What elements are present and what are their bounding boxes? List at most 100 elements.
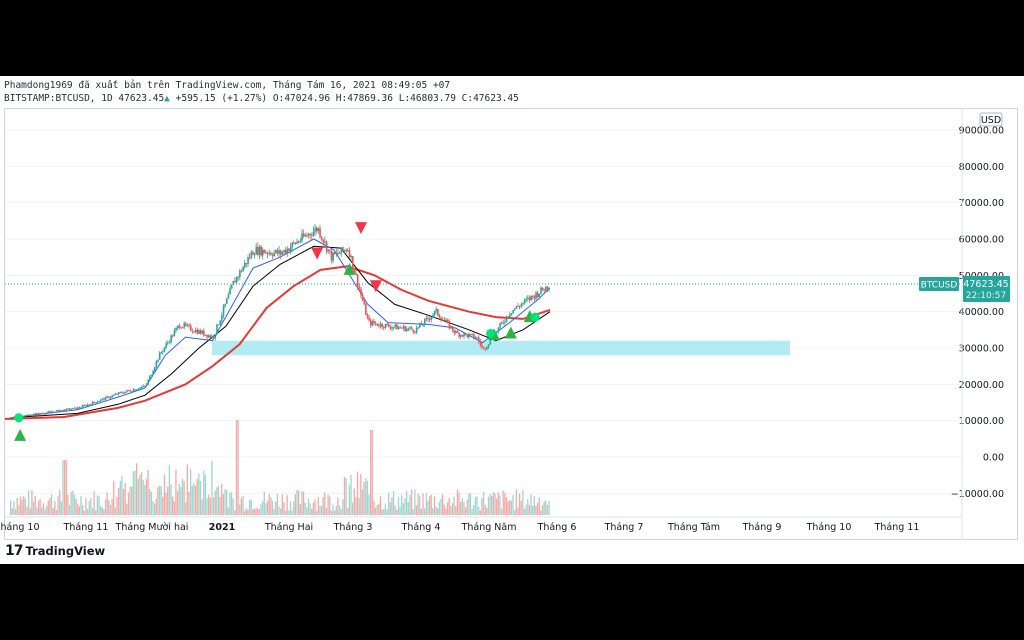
candle-body: [412, 329, 415, 332]
candle-body: [258, 246, 261, 255]
volume-bar: [70, 492, 72, 515]
volume-bar: [201, 499, 203, 515]
volume-bar: [540, 510, 542, 515]
candle-body: [270, 252, 272, 255]
volume-bar: [342, 499, 344, 515]
candle-body: [527, 297, 529, 300]
x-tick-label: Tháng 9: [742, 522, 782, 533]
volume-bar: [420, 508, 423, 515]
sell-signal-icon: [369, 280, 382, 293]
volume-bar: [445, 508, 447, 515]
candle-body: [82, 405, 84, 408]
volume-bar: [180, 487, 182, 515]
volume-bar: [391, 497, 393, 515]
buy-signal-icon: [343, 262, 356, 275]
candle-body: [291, 242, 294, 248]
candle-body: [196, 329, 199, 334]
volume-bar: [520, 500, 522, 515]
candle-body: [366, 314, 369, 318]
candle-body: [11, 417, 14, 419]
volume-bar: [464, 507, 467, 515]
volume-bar: [23, 496, 25, 515]
volume-bar: [31, 489, 33, 515]
candle-body: [59, 409, 61, 412]
candle-body: [116, 393, 118, 395]
volume-bar: [304, 502, 306, 515]
plot-area[interactable]: [4, 108, 1018, 540]
symbol-info: BITSTAMP:BTCUSD, 1D 47623.45▲ +595.15 (+…: [4, 93, 519, 104]
volume-bar: [512, 494, 514, 515]
volume-bar: [60, 501, 63, 515]
volume-bar: [149, 488, 151, 515]
candle-body: [523, 299, 526, 303]
volume-bar: [41, 507, 43, 515]
volume-bar: [376, 504, 378, 515]
buy-signal-icon: [504, 326, 517, 339]
candle-body: [505, 316, 508, 322]
volume-bar: [320, 505, 323, 515]
candle-body: [365, 303, 367, 315]
candle-body: [543, 290, 546, 292]
candle-body: [31, 415, 33, 417]
candle-body: [132, 389, 135, 392]
volume-bar: [412, 508, 414, 515]
candle-body: [383, 327, 385, 329]
buy-signal-icon: [14, 428, 27, 441]
candle-body: [167, 342, 169, 344]
candle-body: [152, 371, 154, 375]
candle-body: [96, 401, 99, 403]
candle-body: [471, 333, 474, 335]
candle-body: [68, 408, 71, 410]
volume-bar: [525, 504, 527, 515]
candle-body: [448, 321, 451, 329]
volume-bar: [543, 501, 545, 515]
candle-body: [538, 293, 541, 297]
volume-bar: [106, 492, 108, 515]
candle-body: [275, 250, 277, 253]
candle-body: [353, 268, 356, 273]
candle-body: [430, 317, 433, 320]
candle-body: [502, 322, 505, 324]
candle-body: [374, 323, 377, 325]
volume-bar: [136, 463, 138, 515]
volume-bar: [155, 498, 157, 515]
candle-body: [288, 248, 290, 252]
candle-body: [57, 409, 60, 411]
symbol-name[interactable]: BITSTAMP:BTCUSD, 1D: [4, 93, 113, 104]
candle-body: [379, 323, 382, 327]
candle-body: [144, 385, 146, 387]
volume-bar: [150, 491, 153, 515]
candle-body: [185, 323, 187, 326]
candle-body: [222, 306, 225, 316]
candle-body: [533, 296, 536, 299]
candle-body: [54, 411, 56, 413]
volume-bar: [466, 499, 468, 515]
volume-bar: [370, 430, 372, 515]
volume-bar: [44, 509, 46, 515]
signal-dot: [14, 413, 24, 423]
volume-bar: [16, 498, 18, 515]
candle-body: [160, 352, 163, 354]
candle-body: [432, 315, 434, 318]
candle-body: [438, 315, 441, 318]
volume-bar: [245, 508, 247, 515]
candle-body: [212, 335, 215, 339]
volume-bar: [478, 506, 480, 515]
x-tick-label: Tháng 10: [806, 522, 852, 533]
volume-bar: [324, 492, 326, 515]
x-tick-label: Tháng Hai: [264, 522, 313, 533]
candle-body: [108, 396, 110, 398]
volume-bar: [500, 508, 503, 515]
volume-bar: [226, 489, 228, 515]
volume-bar: [352, 502, 354, 515]
candle-body: [10, 417, 12, 419]
candle-body: [147, 379, 150, 385]
candle-body: [327, 249, 330, 252]
candle-body: [489, 338, 492, 345]
volume-bar: [50, 494, 53, 515]
volume-bar: [116, 496, 118, 515]
volume-bar: [471, 508, 473, 515]
volume-bar: [176, 490, 179, 515]
volume-bar: [167, 486, 169, 515]
